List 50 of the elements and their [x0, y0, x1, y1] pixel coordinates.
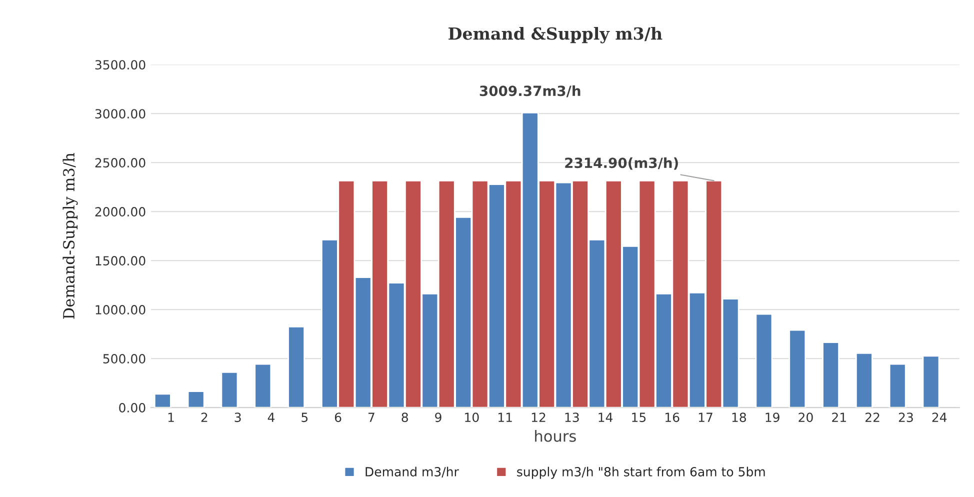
x-tick-label: 11: [498, 412, 512, 422]
y-tick-label: 500.00: [103, 354, 146, 364]
y-tick-label: 2500.00: [95, 158, 146, 168]
bar: [788, 329, 806, 408]
x-tick-label: 21: [832, 412, 846, 422]
bar: [288, 326, 305, 408]
x-tick-label: 12: [532, 412, 546, 422]
x-tick-label: 2: [201, 412, 208, 422]
y-tick-label: 1500.00: [96, 256, 146, 266]
x-tick-label: 22: [866, 412, 880, 422]
y-tick-label: 0.00: [119, 403, 146, 412]
bar: [822, 342, 840, 408]
y-axis-title: Demand-Supply m3/h: [62, 152, 78, 319]
x-tick-label: 7: [368, 412, 374, 422]
x-tick-label: 24: [932, 412, 947, 422]
x-tick-label: 23: [898, 412, 913, 422]
x-tick-label: 13: [565, 412, 579, 422]
x-tick-label: 10: [465, 412, 479, 422]
x-tick-label: 16: [666, 412, 680, 422]
bar: [755, 313, 773, 408]
x-tick-label: 1: [168, 412, 174, 422]
x-tick-label: 3: [234, 412, 241, 422]
y-tick-label: 1000.00: [96, 305, 146, 314]
bar: [888, 363, 906, 408]
x-tick-label: 20: [798, 412, 813, 422]
x-tick-label: 6: [334, 412, 342, 422]
x-tick-label: 18: [732, 412, 746, 422]
bar: [220, 371, 238, 408]
bar: [187, 390, 205, 408]
annotation: 2314.90(m3/h): [565, 157, 678, 170]
x-axis-title: hours: [535, 430, 576, 442]
x-tick-label: 5: [302, 412, 308, 422]
bar: [154, 393, 172, 408]
x-tick-label: 14: [598, 412, 613, 422]
bar: [855, 352, 873, 408]
bar: [254, 363, 272, 408]
chart-title: Demand &Supply m3/h: [448, 26, 662, 44]
legend-label: Demand m3/hr: [366, 466, 459, 478]
y-tick-label: 3500.00: [95, 60, 146, 70]
x-tick-label: 17: [698, 412, 712, 422]
legend-label: supply m3/h "8h start from 6am to 5bm: [517, 466, 765, 479]
x-tick-label: 9: [435, 412, 442, 422]
x-tick-label: 4: [268, 412, 275, 422]
annotation: 3009.37m3/h: [480, 85, 580, 98]
x-tick-label: 15: [632, 412, 646, 422]
y-tick-label: 3000.00: [95, 109, 146, 119]
x-tick-label: 8: [402, 412, 408, 422]
y-tick-label: 2000.00: [95, 207, 146, 217]
x-tick-label: 19: [766, 412, 780, 422]
bar: [922, 355, 940, 408]
